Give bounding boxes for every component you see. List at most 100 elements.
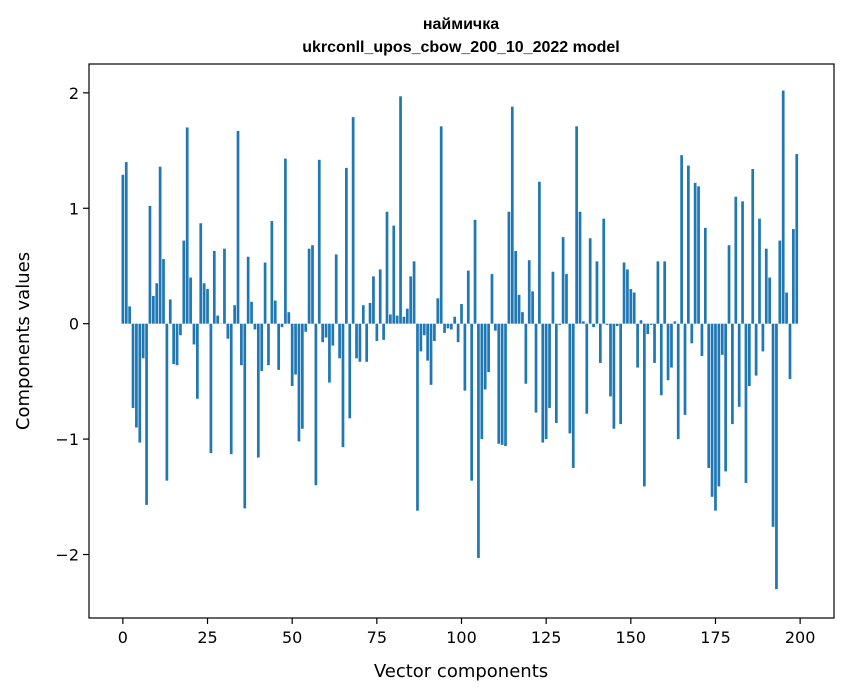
- bar: [192, 323, 196, 345]
- bar: [656, 261, 660, 324]
- bar: [778, 240, 782, 324]
- bar: [717, 323, 721, 487]
- bar: [443, 323, 446, 333]
- y-tick-label: 1: [69, 199, 79, 218]
- bar: [402, 316, 406, 324]
- bar: [124, 162, 128, 324]
- bar: [795, 154, 799, 324]
- bar: [663, 261, 667, 324]
- bar: [565, 274, 568, 324]
- bar: [453, 316, 457, 324]
- bar: [477, 323, 480, 558]
- bar: [629, 289, 633, 324]
- bar: [697, 186, 700, 324]
- bar: [216, 315, 220, 324]
- bar: [653, 323, 656, 363]
- bar: [548, 323, 551, 408]
- bar: [649, 323, 653, 325]
- bar: [372, 276, 375, 324]
- bar: [585, 323, 589, 414]
- bar: [754, 323, 758, 376]
- bar: [737, 323, 741, 407]
- bar: [747, 323, 751, 387]
- bar: [446, 323, 450, 329]
- bar: [233, 305, 236, 324]
- bar: [297, 323, 301, 442]
- bar: [263, 262, 267, 324]
- bar: [758, 218, 761, 324]
- bar: [236, 130, 240, 324]
- x-axis-label: Vector components: [374, 661, 548, 682]
- bar: [341, 323, 345, 448]
- bar: [514, 250, 518, 324]
- bar: [622, 262, 626, 324]
- bar: [378, 269, 382, 324]
- bar: [497, 323, 501, 444]
- bar: [287, 312, 291, 324]
- bar: [351, 117, 355, 324]
- x-tick-label: 75: [367, 628, 387, 647]
- bar: [229, 323, 233, 455]
- bar: [456, 323, 460, 343]
- bar: [480, 323, 484, 440]
- bar: [673, 321, 677, 324]
- bar: [764, 248, 768, 324]
- bar: [527, 260, 531, 324]
- bar: [138, 323, 142, 443]
- bar: [609, 323, 612, 397]
- bar: [470, 323, 474, 481]
- bar: [433, 323, 436, 341]
- bar: [209, 323, 213, 453]
- bar: [646, 323, 650, 335]
- bar: [223, 248, 226, 324]
- bar: [720, 323, 724, 355]
- bar: [541, 323, 545, 443]
- bar: [592, 323, 595, 328]
- bar: [243, 323, 247, 509]
- bar: [182, 240, 186, 324]
- bar: [636, 323, 639, 368]
- bar: [670, 323, 673, 368]
- bar: [419, 323, 423, 352]
- bar: [179, 323, 182, 336]
- y-tick-label: −2: [55, 546, 79, 565]
- bar: [185, 127, 189, 324]
- bar: [300, 323, 304, 429]
- x-tick-label: 150: [616, 628, 647, 647]
- bar: [405, 308, 409, 324]
- x-tick-label: 50: [282, 628, 302, 647]
- bar: [595, 261, 599, 324]
- bar: [466, 270, 470, 324]
- bar: [775, 323, 778, 590]
- bar: [571, 323, 575, 468]
- bar: [561, 237, 565, 324]
- bar: [155, 283, 159, 324]
- bar: [768, 277, 772, 324]
- bar: [558, 323, 562, 325]
- bar: [544, 323, 548, 440]
- bar-series: [121, 90, 799, 590]
- bar: [250, 301, 253, 324]
- bar: [666, 323, 670, 381]
- bar: [395, 315, 399, 324]
- bar: [500, 323, 504, 445]
- bar: [771, 323, 775, 527]
- bar: [317, 159, 321, 324]
- bar: [521, 312, 524, 324]
- bar: [612, 323, 616, 429]
- bar: [781, 90, 785, 324]
- y-tick-label: 0: [69, 315, 79, 334]
- bar: [382, 323, 385, 340]
- bar: [710, 323, 714, 497]
- bar: [307, 248, 311, 324]
- bar: [206, 289, 209, 324]
- x-tick-label: 0: [118, 628, 128, 647]
- bar: [517, 294, 521, 324]
- bar: [128, 306, 131, 324]
- bar: [348, 323, 352, 419]
- bar: [151, 295, 155, 324]
- bar: [267, 323, 270, 366]
- bar: [436, 298, 440, 324]
- bar: [700, 323, 704, 357]
